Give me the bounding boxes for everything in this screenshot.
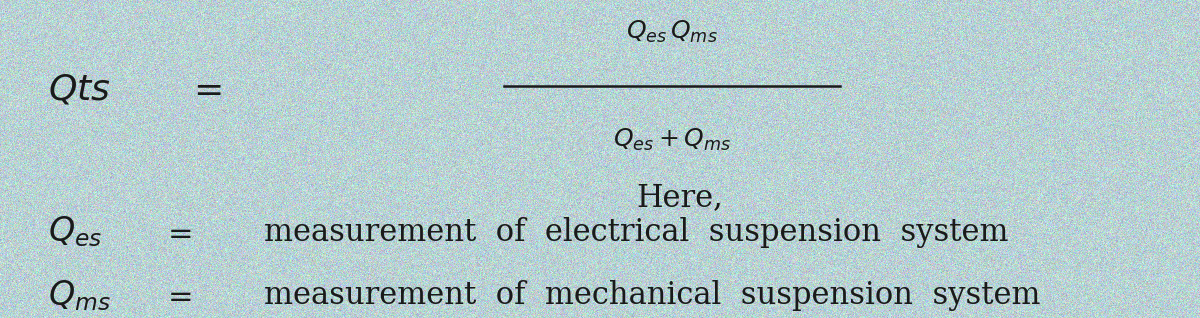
Text: $Q_{es}$: $Q_{es}$: [48, 215, 102, 249]
Text: measurement  of  mechanical  suspension  system: measurement of mechanical suspension sys…: [264, 280, 1040, 311]
Text: $Q_{ms}$: $Q_{ms}$: [48, 278, 110, 313]
Text: $=$: $=$: [162, 217, 192, 248]
Text: Here,: Here,: [636, 182, 722, 213]
Text: $Q_{es} + Q_{ms}$: $Q_{es} + Q_{ms}$: [613, 127, 731, 153]
Text: measurement  of  electrical  suspension  system: measurement of electrical suspension sys…: [264, 217, 1008, 248]
Text: $=$: $=$: [162, 280, 192, 311]
Text: $Q_{es}\,Q_{ms}$: $Q_{es}\,Q_{ms}$: [626, 19, 718, 45]
Text: $=$: $=$: [186, 72, 222, 106]
Text: $Qts$: $Qts$: [48, 72, 110, 106]
